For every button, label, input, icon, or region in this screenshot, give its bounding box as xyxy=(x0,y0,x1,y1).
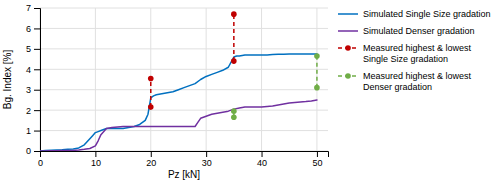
y-axis-title: Bg. Index [%] xyxy=(2,50,13,110)
x-tick: 0 xyxy=(38,151,43,168)
legend-item: Simulated Single Size gradation xyxy=(338,9,491,19)
grid-line-y xyxy=(40,28,328,29)
grid-line-x xyxy=(206,8,207,151)
x-tick: 40 xyxy=(257,151,267,168)
legend-swatch xyxy=(338,13,358,15)
grid xyxy=(40,8,328,151)
x-tick-label: 10 xyxy=(91,158,101,168)
error-bar xyxy=(316,56,318,88)
y-tick-mark xyxy=(34,110,40,111)
x-tick-label: 40 xyxy=(257,158,267,168)
y-tick-label: 2 xyxy=(26,106,31,116)
x-tick-mark xyxy=(206,151,207,157)
legend-label: Simulated Single Size gradation xyxy=(363,9,491,19)
y-tick-mark xyxy=(34,8,40,9)
y-tick: 7 xyxy=(26,3,40,13)
x-tick-mark xyxy=(317,151,318,157)
marks xyxy=(40,11,320,151)
x-tick-label: 0 xyxy=(38,158,43,168)
x-axis-line xyxy=(41,152,329,158)
y-tick: 3 xyxy=(26,85,40,95)
error-bar-end xyxy=(231,11,237,17)
grid-line-x xyxy=(95,8,96,151)
grid-line-y xyxy=(40,8,328,9)
y-tick-label: 1 xyxy=(26,126,31,136)
error-bar-end xyxy=(148,76,154,82)
legend-item: Measured highest & lowestSingle Size gra… xyxy=(338,43,472,64)
y-tick-label: 3 xyxy=(26,85,31,95)
x-tick: 30 xyxy=(202,151,212,168)
y-tick-label: 4 xyxy=(26,65,31,75)
error-bar-end xyxy=(148,104,154,110)
error-bar xyxy=(150,78,152,107)
x-tick-label: 50 xyxy=(312,158,322,168)
y-tick: 1 xyxy=(26,126,40,136)
legend-item: Simulated Denser gradation xyxy=(338,26,475,36)
y-axis: 0 1 2 3 4 5 6 7 xyxy=(26,3,41,156)
legend-marker xyxy=(345,73,351,79)
grid-line-y xyxy=(40,89,328,90)
x-tick-label: 30 xyxy=(202,158,212,168)
plot: 0 10 20 30 40 50 0 1 2 3 4 5 6 7 xyxy=(26,3,329,168)
legend: Simulated Single Size gradation Simulated… xyxy=(338,9,491,92)
grid-line-y xyxy=(40,48,328,49)
x-tick: 10 xyxy=(91,151,101,168)
grid-line-y xyxy=(40,110,328,111)
y-tick-label: 7 xyxy=(26,3,31,13)
y-tick: 5 xyxy=(26,44,40,54)
y-tick-mark xyxy=(34,28,40,29)
y-tick: 4 xyxy=(26,65,40,75)
legend-label: Measured highest & lowestSingle Size gra… xyxy=(363,43,472,64)
series-line xyxy=(40,100,317,151)
y-tick-mark xyxy=(34,90,40,91)
series-line xyxy=(40,54,317,151)
grid-line-y xyxy=(40,130,328,131)
legend-label: Simulated Denser gradation xyxy=(363,26,475,36)
x-tick-mark xyxy=(95,151,96,157)
error-bar-end xyxy=(231,114,237,120)
legend-item: Measured highest & lowestDenser gradatio… xyxy=(338,71,472,92)
error-bar xyxy=(233,14,235,61)
x-tick-mark xyxy=(262,151,263,157)
x-tick: 50 xyxy=(312,151,322,168)
y-tick-label: 0 xyxy=(26,146,31,156)
grid-line-x xyxy=(261,8,262,151)
y-tick-label: 6 xyxy=(26,24,31,34)
chart: 0 10 20 30 40 50 0 1 2 3 4 5 6 7 Pz [kN] Bg. Index [%] S… xyxy=(0,0,500,181)
y-tick-mark xyxy=(34,49,40,50)
error-bar-end xyxy=(314,85,320,91)
y-tick: 2 xyxy=(26,106,40,116)
legend-marker xyxy=(345,45,351,51)
legend-swatch xyxy=(338,30,358,32)
x-tick-label: 20 xyxy=(146,158,156,168)
x-axis: 0 10 20 30 40 50 xyxy=(38,151,329,168)
y-tick: 0 xyxy=(26,146,40,156)
error-bar-end xyxy=(314,53,320,59)
error-bar-end xyxy=(231,58,237,64)
y-axis-line xyxy=(34,9,41,152)
x-tick-mark xyxy=(151,151,152,157)
error-bar-end xyxy=(231,108,237,114)
y-tick-mark xyxy=(34,69,40,70)
y-tick-mark xyxy=(34,131,40,132)
y-tick-mark xyxy=(34,151,40,152)
y-tick: 6 xyxy=(26,24,40,34)
legend-label: Measured highest & lowestDenser gradatio… xyxy=(363,71,472,92)
x-axis-title: Pz [kN] xyxy=(168,169,200,180)
grid-line-y xyxy=(40,69,328,70)
grid-line-x xyxy=(316,8,317,151)
x-tick: 20 xyxy=(146,151,156,168)
y-tick-label: 5 xyxy=(26,44,31,54)
